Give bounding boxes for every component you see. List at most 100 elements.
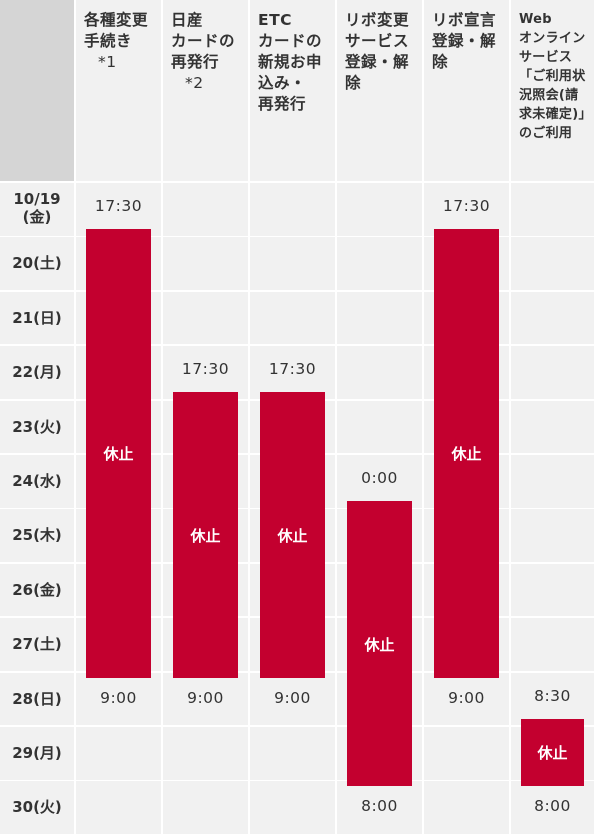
end-time-label: 9:00 <box>448 688 485 707</box>
date-cell <box>0 727 74 780</box>
column-header <box>250 0 335 181</box>
column-title-text: 各種変更 手続き <box>84 11 149 50</box>
column-header-title: リボ宣言 登録・解 除 <box>432 10 507 73</box>
column-header-title: リボ変更 サービス 登録・解 除 <box>345 10 420 94</box>
date-label: 23(火) <box>12 417 62 436</box>
start-time-label: 0:00 <box>361 469 398 487</box>
schedule-cell <box>511 291 594 345</box>
schedule-cell <box>163 781 248 834</box>
closure-label: 休止 <box>364 635 395 654</box>
start-time-label: 17:30 <box>268 360 317 379</box>
schedule-cell <box>337 237 422 290</box>
date-label: 21(日) <box>12 308 62 327</box>
column-header-title: 各種変更 手続き *1 <box>84 10 159 73</box>
schedule-cell <box>76 781 161 834</box>
date-label: 27(土) <box>12 635 62 654</box>
schedule-cell <box>337 781 422 834</box>
closure-bar: 休止 <box>86 229 151 678</box>
schedule-cell <box>163 727 248 780</box>
schedule-cell <box>511 237 594 290</box>
schedule-cell <box>337 455 422 508</box>
end-time-label: 8:00 <box>361 797 398 816</box>
schedule-cell <box>511 455 594 508</box>
column-title-text: 日産 カードの 再発行 <box>171 11 236 71</box>
schedule-cell <box>163 291 248 345</box>
schedule-cell <box>250 672 335 726</box>
schedule-cell <box>337 183 422 236</box>
schedule-cell <box>76 672 161 726</box>
column-header-title: 日産 カードの 再発行 *2 <box>171 10 246 94</box>
column-footnote-marker: *1 <box>98 53 117 71</box>
schedule-cell <box>163 237 248 290</box>
closure-label: 休止 <box>277 526 308 545</box>
date-label: 20(土) <box>12 254 62 273</box>
column-header <box>163 0 248 181</box>
column-title-text: ETC カードの 新規お申 込み・ 再発行 <box>258 11 323 113</box>
closure-bar: 休止 <box>521 718 584 787</box>
date-label: 10/19 (金) <box>13 190 61 226</box>
end-time-label: 9:00 <box>100 688 137 707</box>
header-corner <box>0 0 74 181</box>
schedule-cell <box>511 183 594 236</box>
date-cell <box>0 400 74 454</box>
date-label: 30(火) <box>12 798 62 817</box>
schedule-cell <box>424 781 509 834</box>
column-title-text: リボ変更 サービス 登録・解 除 <box>345 11 410 92</box>
schedule-cell <box>250 346 335 399</box>
schedule-cell <box>250 237 335 290</box>
schedule-cell <box>163 672 248 726</box>
schedule-cell <box>511 400 594 454</box>
schedule-cell <box>250 781 335 834</box>
date-cell <box>0 291 74 345</box>
schedule-cell <box>511 563 594 617</box>
closure-bar: 休止 <box>260 392 325 678</box>
date-label: 29(月) <box>12 744 62 762</box>
schedule-cell <box>511 509 594 562</box>
date-label: 28(日) <box>12 689 62 708</box>
schedule-cell <box>424 672 509 726</box>
schedule-cell <box>511 346 594 399</box>
column-header <box>511 0 594 181</box>
date-label: 26(金) <box>12 580 62 599</box>
column-header <box>76 0 161 181</box>
end-time-label: 9:00 <box>274 688 311 707</box>
schedule-cell <box>337 400 422 454</box>
date-cell <box>0 455 74 508</box>
date-label: 22(月) <box>12 363 62 382</box>
date-cell <box>0 672 74 726</box>
column-header <box>337 0 422 181</box>
date-cell <box>0 618 74 671</box>
schedule-cell <box>250 183 335 236</box>
column-footnote-marker: *2 <box>185 74 204 92</box>
schedule-cell <box>250 291 335 345</box>
date-label: 25(木) <box>12 526 62 545</box>
schedule-cell <box>337 291 422 345</box>
schedule-cell <box>511 781 594 834</box>
schedule-cell <box>511 672 594 726</box>
start-time-label: 17:30 <box>442 197 491 215</box>
column-title-text: リボ宣言 登録・解 除 <box>432 11 497 71</box>
end-time-label: 8:00 <box>534 797 571 816</box>
closure-label: 休止 <box>451 445 482 464</box>
schedule-cell <box>76 183 161 236</box>
date-label: 24(水) <box>12 472 62 490</box>
date-cell <box>0 183 74 236</box>
end-time-label: 9:00 <box>187 688 224 707</box>
column-header-title: ETC カードの 新規お申 込み・ 再発行 <box>258 10 333 115</box>
closure-bar: 休止 <box>347 501 412 787</box>
closure-bar: 休止 <box>173 392 238 678</box>
date-cell <box>0 346 74 399</box>
schedule-cell <box>250 727 335 780</box>
schedule-cell <box>424 727 509 780</box>
column-header <box>424 0 509 181</box>
date-cell <box>0 237 74 290</box>
start-time-label: 8:30 <box>534 686 571 705</box>
schedule-cell <box>76 727 161 780</box>
closure-label: 休止 <box>103 445 134 464</box>
schedule-cell <box>337 346 422 399</box>
column-title-text: Web オンライン サービス 「ご利用状 況照会(請 求未確定)」 のご利用 <box>519 12 592 141</box>
closure-bar: 休止 <box>434 229 499 678</box>
schedule-cell <box>163 183 248 236</box>
closure-label: 休止 <box>537 744 568 763</box>
